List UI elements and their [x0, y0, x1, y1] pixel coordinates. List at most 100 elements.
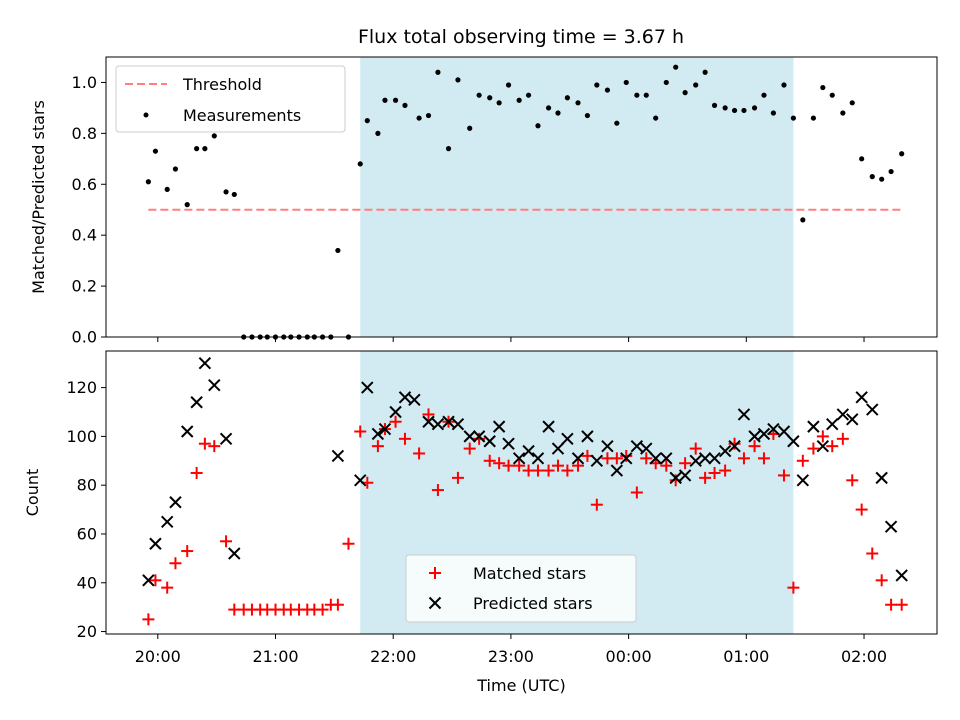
predicted-star-point: [551, 442, 565, 455]
measurement-point: [382, 97, 388, 103]
predicted-star-point: [640, 442, 653, 455]
measurement-point: [223, 189, 229, 195]
matched-star-point: [610, 452, 623, 465]
x-axis-label: Time (UTC): [476, 676, 565, 695]
measurement-point: [682, 90, 688, 96]
predicted-star-point: [737, 408, 751, 421]
x-tick-label: 01:00: [723, 647, 769, 666]
measurement-point: [634, 92, 640, 98]
predicted-star-point: [389, 405, 402, 419]
measurement-point: [741, 107, 747, 114]
x-tick-label: 22:00: [370, 647, 416, 666]
measurement-point: [859, 156, 865, 162]
predicted-star-point: [826, 417, 839, 431]
measurement-point: [172, 166, 179, 172]
measurement-point: [535, 123, 541, 129]
matched-star-point: [728, 437, 741, 450]
measurement-point: [820, 84, 826, 91]
x-tick-label: 20:00: [135, 647, 181, 666]
top-y-tick-label: 0.4: [72, 226, 97, 245]
measurement-point: [829, 92, 835, 98]
predicted-star-point: [169, 496, 182, 509]
measurement-point: [673, 64, 679, 70]
matched-star-point: [371, 440, 384, 453]
predicted-star-point: [190, 396, 203, 409]
bottom-legend-box: [405, 554, 637, 623]
measurement-point: [722, 105, 728, 111]
measurement-point: [416, 115, 422, 121]
matched-star-point: [493, 457, 506, 470]
measurement-point: [402, 102, 408, 108]
matched-star-point: [719, 464, 732, 477]
predicted-star-points: [142, 356, 908, 587]
predicted-star-point: [160, 515, 174, 528]
matched-star-point: [866, 547, 879, 560]
predicted-star-point: [767, 422, 780, 436]
measurement-point: [879, 176, 885, 182]
legend-matched-label: Matched stars: [473, 564, 586, 583]
bottom-y-axis-label: Count: [23, 469, 42, 517]
matched-star-point: [679, 457, 692, 470]
measurement-point: [231, 191, 237, 198]
top-legend-box: [115, 65, 346, 133]
measurement-point: [335, 247, 341, 254]
matched-star-point: [777, 469, 790, 482]
predicted-star-point: [777, 425, 791, 438]
matched-star-point: [787, 581, 800, 594]
predicted-star-point: [512, 452, 526, 465]
x-tick-label: 21:00: [252, 647, 298, 666]
legend-predicted-label: Predicted stars: [473, 594, 593, 613]
predicted-star-point: [708, 452, 721, 465]
measurement-point: [840, 110, 846, 116]
matched-star-point: [181, 545, 194, 558]
matched-star-point: [463, 442, 476, 455]
measurement-point: [357, 161, 363, 167]
measurement-point: [604, 87, 611, 93]
measurement-point: [164, 186, 170, 192]
matched-star-point: [689, 442, 702, 455]
x-tick-label: 23:00: [488, 647, 534, 666]
measurement-point: [849, 100, 855, 106]
measurement-point: [425, 112, 432, 119]
measurement-point: [623, 79, 629, 86]
bottom-y-axis-ticks: 20 40 60 80 100 120: [66, 378, 106, 641]
top-y-tick-label: 0.8: [72, 124, 97, 143]
top-y-tick-label: 0.6: [72, 175, 97, 194]
matched-star-point: [220, 535, 233, 548]
predicted-star-point: [895, 569, 908, 582]
matched-star-point: [855, 503, 868, 516]
legend-threshold-label: Threshold: [182, 75, 262, 94]
matched-star-point: [620, 449, 633, 462]
measurement-point: [145, 179, 151, 185]
legend-matched-swatch: [429, 567, 441, 579]
matched-star-point: [354, 425, 367, 438]
predicted-star-point: [531, 452, 545, 465]
matched-star-point: [431, 484, 444, 497]
matched-star-point: [816, 430, 829, 443]
matched-star-point: [846, 474, 859, 487]
measurement-point: [375, 130, 381, 136]
predicted-star-point: [884, 520, 898, 533]
measurement-point: [888, 168, 894, 175]
predicted-star-point: [331, 449, 345, 463]
predicted-star-point: [408, 393, 421, 407]
matched-star-point: [875, 574, 888, 587]
x-tick-label: 00:00: [606, 647, 652, 666]
top-legend: Threshold Measurements: [115, 65, 346, 133]
matched-star-point: [190, 466, 203, 479]
matched-star-point: [542, 464, 555, 477]
predicted-star-point: [561, 432, 574, 446]
measurement-point: [564, 95, 571, 101]
matched-star-point: [169, 557, 182, 570]
measurement-point: [770, 110, 776, 116]
bot-y-tick-label: 60: [77, 524, 97, 543]
top-y-tick-label: 1.0: [72, 73, 97, 92]
measurement-point: [711, 102, 718, 108]
predicted-star-point: [807, 420, 820, 433]
predicted-star-point: [816, 439, 830, 453]
top-y-axis-ticks: 0.0 0.2 0.4 0.6 0.8 1.0: [72, 73, 106, 347]
top-y-axis-label: Matched/Predicted stars: [29, 100, 48, 294]
matched-star-point: [316, 603, 329, 616]
observing-window-shade-top: [360, 57, 794, 337]
bot-y-tick-label: 40: [77, 573, 97, 592]
